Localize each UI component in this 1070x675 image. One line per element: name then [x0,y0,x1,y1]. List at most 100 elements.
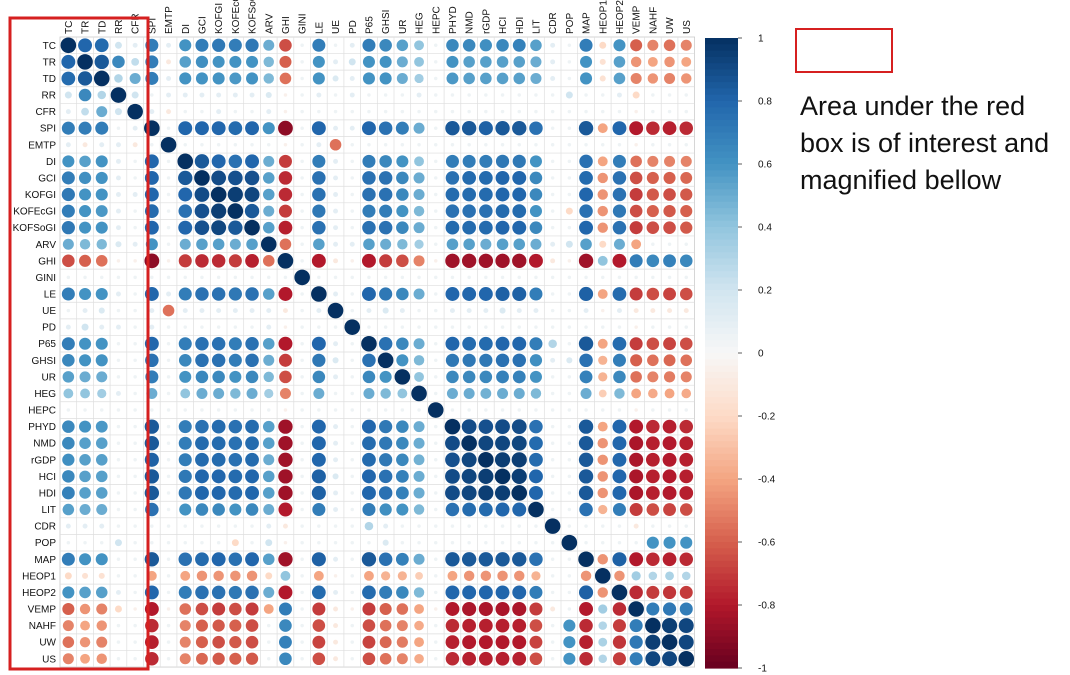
cell-TD-TR [77,71,93,86]
cell-UE-PD [350,308,354,313]
cell-HCI-TD [95,470,108,483]
cell-HCI-TC [62,470,75,483]
cell-UE-MAP [583,308,589,314]
colorbar-swatch [705,308,738,316]
cell-rGDP-CFR [133,458,137,462]
cell-TD-CFR [129,72,141,84]
cell-LE-KOFEcGI [228,287,242,301]
cell-PHYD-P65 [361,419,376,434]
colorbar-swatch [705,283,738,291]
cell-PD-PD [344,319,361,335]
cell-UR-GHI [279,370,292,384]
cell-CDR-TC [65,523,71,529]
cell-KOFSoGI-PD [350,225,354,230]
cell-CFR-CFR [127,103,143,120]
cell-KOFSoGI-LE [312,220,326,235]
cell-HDI-GHSI [378,486,393,500]
cell-P65-CFR [133,341,137,346]
cell-DI-HDI [512,154,526,168]
cell-US-TR [80,653,90,664]
cell-SPI-PHYD [445,121,460,136]
cell-HEPC-UW [667,408,672,412]
cell-POP-TC [66,540,71,545]
cell-CDR-CDR [544,518,561,534]
cell-DI-P65 [362,154,376,168]
colorbar-swatch [705,189,738,197]
cell-PHYD-KOFEcGI [228,419,243,434]
cell-UE-KOFSoGI [249,308,255,314]
cell-TC-CFR [132,42,138,48]
colorbar-swatch [705,138,738,146]
cell-KOFGI-GCI [194,187,210,202]
cell-CDR-VEMP [633,523,639,529]
cell-GINI-P65 [367,275,371,280]
cell-DI-DI [177,153,194,170]
cell-KOFGI-HEG [413,189,425,201]
cell-EMTP-HEOP2 [617,143,622,147]
cell-ARV-RR [115,241,122,248]
cell-MAP-MAP [578,551,594,568]
cell-UW-GHI [279,635,292,649]
cell-GCI-GCI [194,170,210,186]
colorbar-swatch [705,371,738,379]
cell-UE-DI [182,308,188,314]
cell-P65-RR [116,341,121,346]
cell-HEPC-HDI [517,408,521,412]
cell-UW-TC [62,636,75,648]
colorbar-swatch [705,510,738,518]
cell-SPI-P65 [361,121,376,136]
cell-HEOP2-PD [350,590,354,595]
cell-SPI-TC [61,121,75,135]
cell-HEPC-TC [66,408,71,412]
cell-CFR-LIT [534,109,538,114]
cell-KOFGI-GINI [300,192,304,197]
cell-UW-GCI [195,636,208,649]
cell-KOFEcGI-ARV [263,205,275,217]
cell-UW-PD [350,640,354,644]
cell-RR-LIT [534,93,538,97]
cell-HEPC-GINI [300,408,304,412]
cell-SPI-TR [78,121,92,135]
cell-NMD-HEOP2 [612,436,627,451]
cell-MAP-NMD [461,552,477,567]
colorbar-swatch [705,233,738,241]
cell-TC-GINI [300,43,304,48]
cell-HEPC-rGDP [484,408,488,412]
cell-EMTP-HEOP1 [601,143,605,147]
cell-VEMP-HCI [495,601,510,617]
cell-TC-KOFEcGI [228,38,242,52]
cell-CFR-CDR [550,109,555,114]
cell-UW-TR [79,636,91,648]
cell-rGDP-TC [62,453,75,466]
cell-CDR-KOFGI [216,524,221,528]
cell-CFR-KOFGI [216,109,222,115]
cell-RR-US [684,93,688,97]
cell-HDI-KOFGI [211,485,226,500]
cell-KOFEcGI-POP [565,207,573,215]
cell-GINI-LE [317,275,321,280]
cell-UR-HEPC [434,375,438,379]
colorbar-swatch [705,548,738,556]
cell-US-LE [312,652,326,666]
row-label: P65 [38,339,56,350]
cell-UR-UR [394,369,411,385]
cell-NAHF-HEPC [434,623,438,628]
cell-LE-GINI [300,292,304,296]
cell-NMD-GINI [300,441,304,445]
cell-RR-GINI [300,93,304,97]
cell-GHI-PHYD [445,253,460,269]
cell-KOFGI-TR [79,188,92,201]
cell-KOFSoGI-CDR [550,225,555,230]
colorbar-swatch [705,390,738,398]
cell-POP-POP [561,534,578,551]
cell-rGDP-PD [350,458,354,462]
cell-HEOP2-NAHF [646,585,660,599]
cell-LIT-HCI [495,502,510,517]
cell-US-DI [179,653,191,665]
cell-UR-HEOP2 [613,370,626,384]
cell-HDI-MAP [578,485,594,501]
cell-GINI-TC [66,275,71,280]
row-label: TR [43,57,56,68]
cell-SPI-ARV [262,122,275,135]
cell-GHSI-NMD [462,353,476,367]
